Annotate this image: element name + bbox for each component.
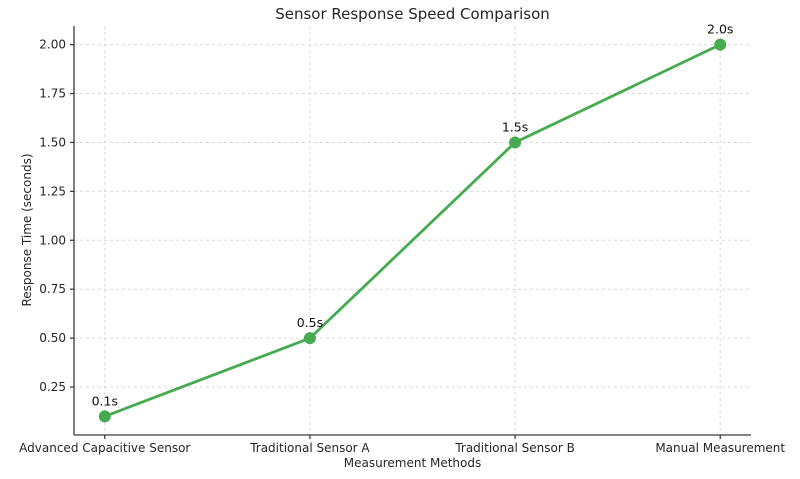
y-tick-label: 0.75 [39,282,66,296]
y-tick-label: 1.00 [39,233,66,247]
data-point-marker [98,410,111,423]
y-tick-label: 1.25 [39,184,66,198]
data-line [103,43,722,418]
data-point-label: 2.0s [707,22,733,37]
x-category-label: Traditional Sensor A [249,441,370,455]
data-point-marker [714,38,727,51]
x-axis-label: Measurement Methods [343,456,482,470]
x-category-label: Advanced Capacitive Sensor [19,441,190,455]
data-point-label: 0.1s [92,393,118,408]
y-tick-label: 2.00 [39,38,66,52]
data-point-label: 1.5s [502,119,528,134]
y-tick-label: 0.50 [39,331,66,345]
x-category-label: Traditional Sensor B [454,441,574,455]
chart-title: Sensor Response Speed Comparison [275,5,550,23]
y-tick-label: 1.75 [39,87,66,101]
x-category-label: Manual Measurement [655,441,785,455]
data-point-marker [509,136,522,149]
data-point-marker [303,332,316,345]
data-point-label: 0.5s [297,315,323,330]
y-tick-label: 1.50 [39,135,66,149]
y-tick-label: 0.25 [39,380,66,394]
